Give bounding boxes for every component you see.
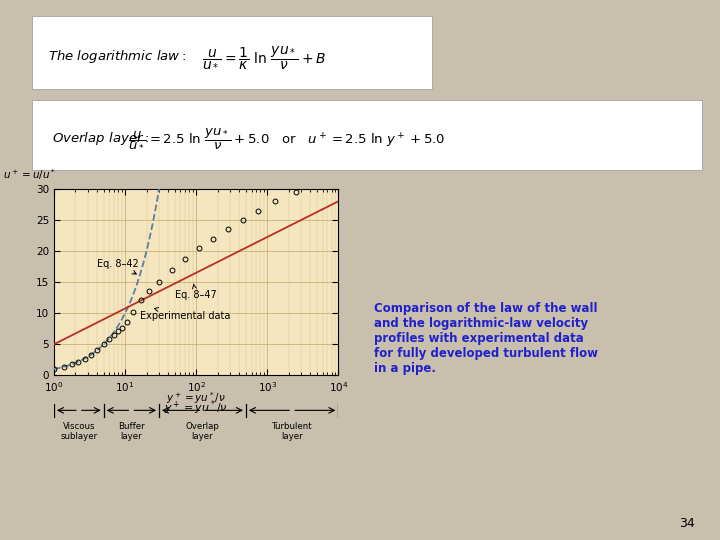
Text: Eq. 8–42: Eq. 8–42 [96, 259, 138, 274]
Text: Experimental data: Experimental data [140, 308, 230, 321]
Text: $\it{The\ logarithmic\ law:}$: $\it{The\ logarithmic\ law:}$ [48, 48, 186, 65]
Text: Comparison of the law of the wall
and the logarithmic-law velocity
profiles with: Comparison of the law of the wall and th… [374, 302, 598, 375]
Text: Buffer
layer: Buffer layer [118, 422, 145, 441]
X-axis label: $y^+ = yu^*/\nu$: $y^+ = yu^*/\nu$ [164, 398, 228, 417]
Text: Turbulent
layer: Turbulent layer [272, 422, 312, 441]
Text: $u^+ = u/u^*$: $u^+ = u/u^*$ [3, 167, 55, 181]
Text: Overlap
layer: Overlap layer [186, 422, 220, 441]
Text: $\it{Overlap\ layer:}$: $\it{Overlap\ layer:}$ [53, 130, 150, 147]
Text: Viscous
sublayer: Viscous sublayer [60, 422, 97, 441]
Text: 34: 34 [679, 517, 695, 530]
Text: $\dfrac{u}{u_*} = \dfrac{1}{\kappa}\ \mathrm{ln}\ \dfrac{yu_*}{\nu} + B$: $\dfrac{u}{u_*} = \dfrac{1}{\kappa}\ \ma… [202, 44, 326, 69]
Text: $\dfrac{u}{u_*} = 2.5\ \mathrm{ln}\ \dfrac{yu_*}{\nu} + 5.0$$\quad \mathrm{or} \: $\dfrac{u}{u_*} = 2.5\ \mathrm{ln}\ \dfr… [128, 127, 446, 150]
Text: $y^+ = yu^*/\nu$: $y^+ = yu^*/\nu$ [166, 390, 226, 406]
Text: Eq. 8–47: Eq. 8–47 [175, 284, 217, 300]
